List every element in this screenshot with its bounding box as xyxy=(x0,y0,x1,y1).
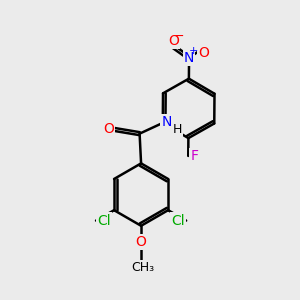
Text: N: N xyxy=(161,116,172,129)
Text: −: − xyxy=(174,30,184,43)
Text: Cl: Cl xyxy=(171,214,184,228)
Text: F: F xyxy=(190,149,198,163)
Text: O: O xyxy=(198,46,209,60)
Text: +: + xyxy=(189,46,198,56)
Text: N: N xyxy=(184,51,194,65)
Text: O: O xyxy=(103,122,114,136)
Text: CH₃: CH₃ xyxy=(131,261,154,274)
Text: O: O xyxy=(136,235,146,249)
Text: Cl: Cl xyxy=(98,214,111,228)
Text: O: O xyxy=(168,34,179,48)
Text: H: H xyxy=(173,123,182,136)
